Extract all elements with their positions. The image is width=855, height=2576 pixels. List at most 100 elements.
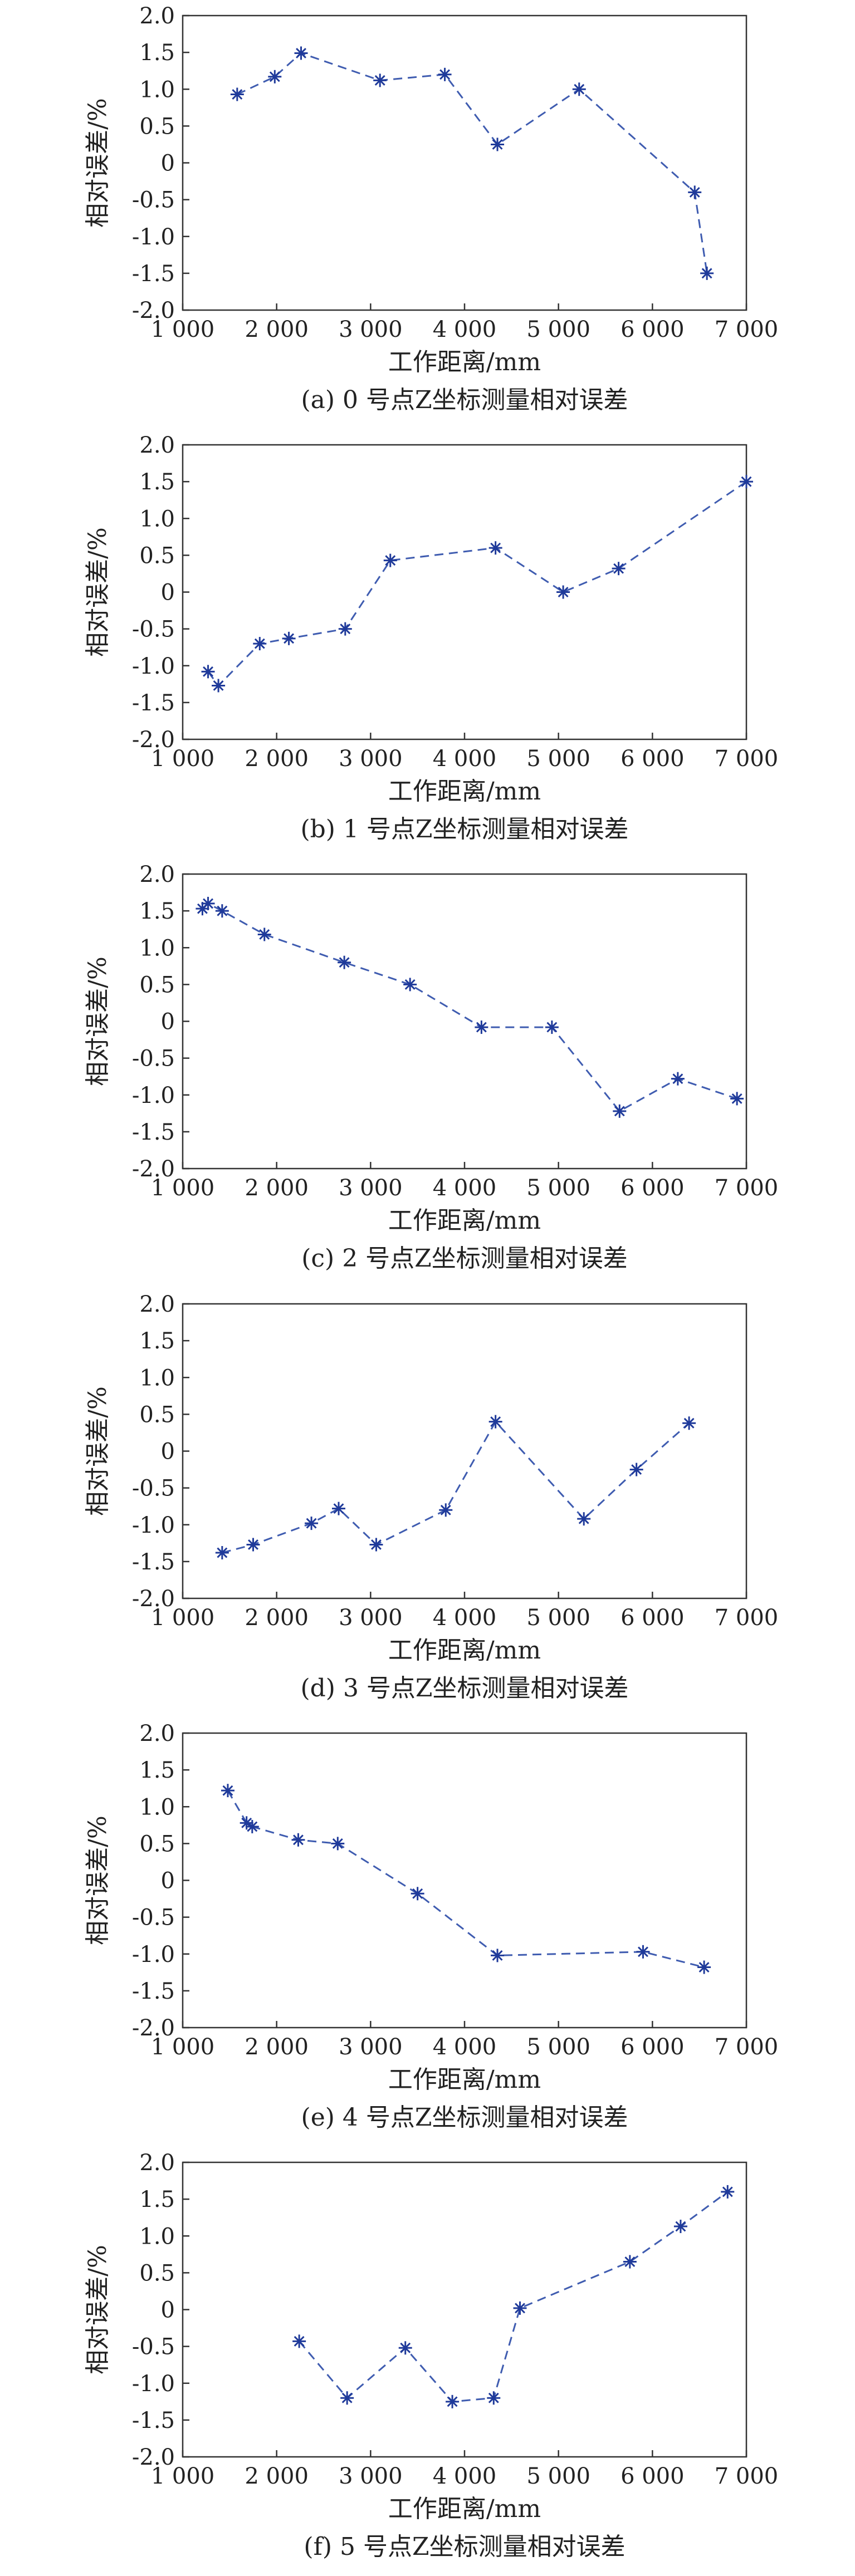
data-point xyxy=(245,1819,259,1833)
x-tick-label: 1 000 xyxy=(151,746,215,772)
y-tick-label: -1.5 xyxy=(132,690,175,716)
x-axis-label: 工作距离/mm xyxy=(388,348,541,376)
data-point xyxy=(488,541,502,555)
series-line xyxy=(298,2191,729,2403)
data-point xyxy=(338,955,351,969)
data-point xyxy=(294,46,308,60)
data-point xyxy=(439,1503,453,1517)
data-point xyxy=(623,2255,637,2269)
data-point xyxy=(268,70,282,84)
data-point xyxy=(331,1502,345,1515)
x-tick-label: 5 000 xyxy=(526,1605,590,1631)
data-point xyxy=(369,1538,383,1552)
x-axis-label: 工作距离/mm xyxy=(388,777,541,806)
x-tick-label: 7 000 xyxy=(715,746,779,772)
y-tick-label: 1.0 xyxy=(139,77,175,102)
y-tick-label: 1.5 xyxy=(139,899,175,924)
y-tick-label: 1.5 xyxy=(139,2187,175,2212)
x-tick-label: 1 000 xyxy=(151,1605,215,1631)
data-point xyxy=(411,1887,424,1901)
y-tick-label: 1.0 xyxy=(139,506,175,532)
y-axis-label: 相对误差/% xyxy=(84,1386,112,1516)
series-line xyxy=(237,52,708,274)
chart-panel: 1 000 2 000 3 000 4 000 5 000 6 000 7 000 2.0 1.… xyxy=(84,3,778,414)
x-tick-label: 7 000 xyxy=(715,2464,779,2489)
data-point xyxy=(491,1949,505,1962)
y-axis-label: 相对误差/% xyxy=(84,2245,112,2374)
chart-caption: (a) 0 号点Z坐标测量相对误差 xyxy=(301,386,628,414)
y-tick-label: -2.0 xyxy=(132,727,175,753)
x-tick-label: 2 000 xyxy=(245,1605,309,1631)
data-point xyxy=(491,138,505,151)
y-tick-label: 0.5 xyxy=(139,1831,175,1857)
y-tick-label: -0.5 xyxy=(132,1905,175,1931)
data-point xyxy=(700,266,714,280)
y-tick-label: 0.5 xyxy=(139,1402,175,1427)
data-point xyxy=(688,185,702,199)
series-line xyxy=(207,480,747,687)
data-point xyxy=(682,1416,696,1430)
y-tick-label: 2.0 xyxy=(139,433,175,458)
data-point xyxy=(556,585,570,599)
x-tick-label: 6 000 xyxy=(621,1605,685,1631)
y-tick-label: -0.5 xyxy=(132,1046,175,1072)
data-point xyxy=(282,631,296,645)
y-tick-label: -1.0 xyxy=(132,1083,175,1108)
x-tick-label: 3 000 xyxy=(339,2034,403,2060)
y-tick-label: 1.0 xyxy=(139,1365,175,1391)
x-tick-label: 4 000 xyxy=(433,746,497,772)
x-tick-label: 1 000 xyxy=(151,317,215,342)
x-tick-label: 4 000 xyxy=(433,2034,497,2060)
x-tick-label: 6 000 xyxy=(621,2464,685,2489)
y-tick-label: 0.5 xyxy=(139,543,175,568)
data-point xyxy=(257,928,271,941)
chart-panel: 1 000 2 000 3 000 4 000 5 000 6 000 7 000 2.0 1.… xyxy=(84,1721,778,2132)
data-point xyxy=(383,553,397,567)
y-axis-label: 相对误差/% xyxy=(84,527,112,657)
y-tick-label: 2.0 xyxy=(139,1721,175,1746)
chart-panel: 1 000 2 000 3 000 4 000 5 000 6 000 7 000 2.0 1.… xyxy=(84,1292,778,1702)
x-tick-label: 2 000 xyxy=(245,1175,309,1201)
y-tick-label: 1.5 xyxy=(139,40,175,66)
y-tick-label: -1.5 xyxy=(132,2408,175,2433)
data-point xyxy=(338,622,352,636)
chart-panel: 1 000 2 000 3 000 4 000 5 000 6 000 7 000 2.0 1.… xyxy=(84,2150,778,2561)
data-point xyxy=(403,978,417,992)
y-tick-label: -2.0 xyxy=(132,298,175,323)
x-axis-label: 工作距离/mm xyxy=(388,2495,541,2523)
x-tick-label: 3 000 xyxy=(339,317,403,342)
y-tick-label: -1.0 xyxy=(132,1942,175,1967)
y-tick-label: -0.5 xyxy=(132,2334,175,2360)
y-tick-label: 1.0 xyxy=(139,1794,175,1820)
y-tick-label: 1.0 xyxy=(139,2224,175,2249)
series-line xyxy=(227,1790,705,1969)
x-tick-label: 3 000 xyxy=(339,1605,403,1631)
x-tick-label: 5 000 xyxy=(526,746,590,772)
data-point xyxy=(201,896,215,910)
y-tick-label: -1.0 xyxy=(132,224,175,250)
x-tick-label: 4 000 xyxy=(433,1605,497,1631)
x-axis-label: 工作距离/mm xyxy=(388,1206,541,1235)
data-point xyxy=(201,665,215,679)
x-tick-label: 5 000 xyxy=(526,317,590,342)
data-point xyxy=(671,1072,685,1086)
y-tick-label: -2.0 xyxy=(132,2445,175,2470)
y-tick-label: 1.5 xyxy=(139,1328,175,1354)
data-point xyxy=(398,2341,412,2355)
series-line xyxy=(202,902,737,1112)
chart-caption: (d) 3 号点Z坐标测量相对误差 xyxy=(300,1674,628,1702)
x-tick-label: 1 000 xyxy=(151,2034,215,2060)
data-point xyxy=(292,2334,306,2348)
y-tick-label: 2.0 xyxy=(139,3,175,29)
y-tick-label: 0.5 xyxy=(139,2260,175,2286)
x-tick-label: 4 000 xyxy=(433,317,497,342)
x-tick-label: 3 000 xyxy=(339,2464,403,2489)
data-point xyxy=(253,637,267,651)
x-tick-label: 6 000 xyxy=(621,1175,685,1201)
y-tick-label: -1.5 xyxy=(132,1549,175,1575)
x-tick-label: 5 000 xyxy=(526,1175,590,1201)
x-tick-label: 4 000 xyxy=(433,1175,497,1201)
data-point xyxy=(215,1546,229,1560)
y-tick-label: 2.0 xyxy=(139,1292,175,1317)
plot-frame xyxy=(182,2161,747,2458)
